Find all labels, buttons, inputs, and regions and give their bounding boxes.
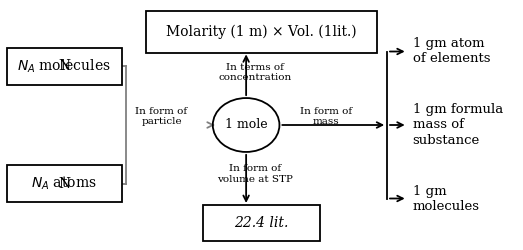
Text: Molarity (1 m) × Vol. (1lit.): Molarity (1 m) × Vol. (1lit.) [166, 25, 357, 39]
Text: N: N [58, 59, 70, 73]
Text: 22.4 lit.: 22.4 lit. [234, 216, 289, 230]
FancyBboxPatch shape [6, 48, 122, 84]
Text: 1 gm
molecules: 1 gm molecules [413, 184, 480, 212]
Text: In form of
particle: In form of particle [135, 107, 188, 126]
FancyBboxPatch shape [202, 204, 321, 242]
Text: N: N [58, 177, 70, 191]
FancyBboxPatch shape [146, 11, 377, 53]
FancyBboxPatch shape [6, 166, 122, 202]
Text: 1 gm formula
mass of
substance: 1 gm formula mass of substance [413, 104, 503, 146]
Text: 1 mole: 1 mole [225, 118, 267, 132]
Text: $N_A$ atoms: $N_A$ atoms [31, 175, 97, 192]
Text: In form of
volume at STP: In form of volume at STP [218, 164, 293, 184]
Text: 1 gm atom
of elements: 1 gm atom of elements [413, 38, 490, 66]
Text: In terms of
concentration: In terms of concentration [219, 63, 292, 82]
Text: $N_A$ molecules: $N_A$ molecules [17, 58, 111, 75]
Text: In form of
mass: In form of mass [300, 107, 351, 126]
